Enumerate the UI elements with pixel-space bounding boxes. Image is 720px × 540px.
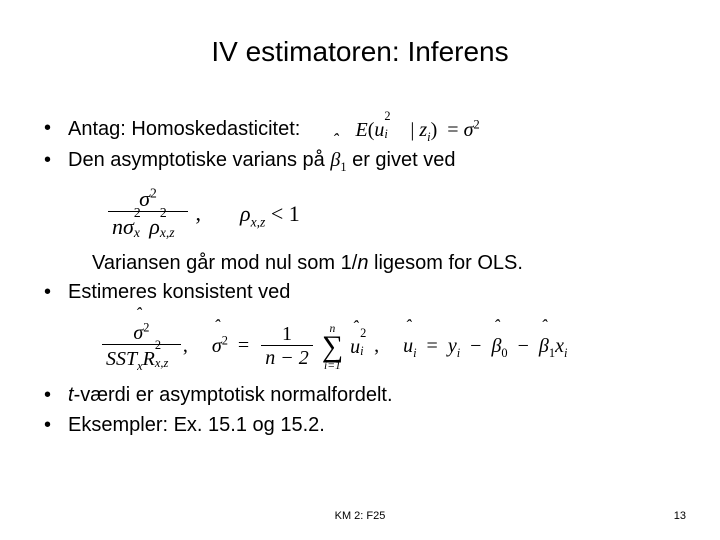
- slide: IV estimatoren: Inferens • Antag: Homosk…: [0, 0, 720, 540]
- beta1-hat-symbol: β1: [330, 149, 346, 171]
- bullet-mark-icon: •: [44, 383, 68, 409]
- footer-center: KM 2: F25: [0, 510, 720, 522]
- bullet-mark-icon: •: [44, 116, 68, 142]
- sum-symbol: n ∑ i=1: [322, 332, 343, 362]
- variance-fraction: σ2 nσ2xρ2x,z: [108, 187, 188, 241]
- slide-body: • Antag: Homoskedasticitet: E(u2i | zi) …: [44, 116, 680, 442]
- page-number: 13: [674, 510, 686, 522]
- bullet-4: • t-værdi er asymptotisk normalfordelt.: [44, 383, 680, 409]
- eq-homoskedasticity: E(u2i | zi) = σ2: [355, 119, 479, 141]
- bullet-mark-icon: •: [44, 280, 68, 306]
- bullet-mark-icon: •: [44, 413, 68, 439]
- bullet-4-text: t-værdi er asymptotisk normalfordelt.: [68, 383, 680, 409]
- bullet-3-text: Estimeres konsistent ved: [68, 280, 680, 306]
- b2b-label: er givet ved: [347, 149, 456, 171]
- eq-consistent-estimator: σ2 SSTxR2x,z , σ2 = 1 n − 2 n ∑ i=1 u2i,…: [100, 322, 680, 371]
- bullet-mark-icon: •: [44, 148, 68, 174]
- bullet-3: • Estimeres konsistent ved: [44, 280, 680, 306]
- bullet-5-text: Eksempler: Ex. 15.1 og 15.2.: [68, 413, 680, 439]
- slide-title: IV estimatoren: Inferens: [0, 36, 720, 68]
- sigmahat-over-sstr2: σ2 SSTxR2x,z: [102, 322, 181, 371]
- bullet-2-text: Den asymptotiske varians på β1 er givet …: [68, 148, 680, 174]
- eq-asymptotic-variance: σ2 nσ2xρ2x,z , ρx,z < 1: [106, 187, 680, 241]
- variance-note-text: Variansen går mod nul som 1/n ligesom fo…: [68, 251, 680, 277]
- variance-note: Variansen går mod nul som 1/n ligesom fo…: [44, 251, 680, 277]
- bullet-1-text: Antag: Homoskedasticitet: E(u2i | zi) = …: [68, 116, 680, 144]
- one-over-nminus2: 1 n − 2: [261, 323, 313, 370]
- bullet-1: • Antag: Homoskedasticitet: E(u2i | zi) …: [44, 116, 680, 144]
- b1-label: Antag: Homoskedasticitet:: [68, 118, 300, 140]
- b2a-label: Den asymptotiske varians på: [68, 149, 330, 171]
- bullet-5: • Eksempler: Ex. 15.1 og 15.2.: [44, 413, 680, 439]
- bullet-2: • Den asymptotiske varians på β1 er give…: [44, 148, 680, 174]
